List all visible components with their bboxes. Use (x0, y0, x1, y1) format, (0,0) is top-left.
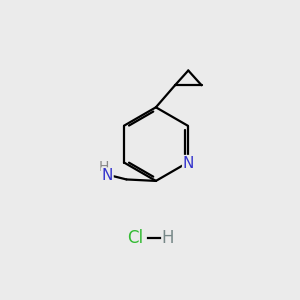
Text: H: H (98, 160, 109, 174)
Text: N: N (102, 168, 113, 183)
Text: Cl: Cl (127, 229, 143, 247)
Text: H: H (161, 229, 174, 247)
Text: N: N (183, 156, 194, 171)
